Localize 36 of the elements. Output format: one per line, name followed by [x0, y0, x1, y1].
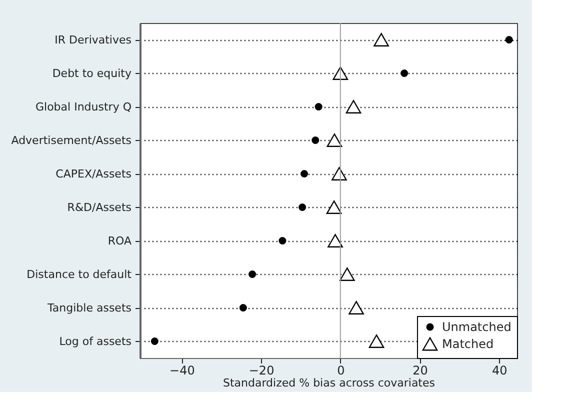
point — [400, 69, 408, 78]
point — [374, 33, 389, 46]
point — [328, 234, 343, 248]
y-tick-label: Advertisement/Assets — [11, 134, 132, 147]
legend-label: Matched — [442, 337, 494, 351]
point — [298, 203, 306, 212]
x-tick-label: 40 — [492, 364, 508, 378]
point — [326, 200, 342, 214]
y-tick-label: R&D/Assets — [67, 200, 132, 214]
y-tick-label: CAPEX/Assets — [56, 167, 132, 180]
x-tick-label: −20 — [248, 364, 274, 378]
x-tick-label: 0 — [337, 364, 345, 378]
x-tick-label: 20 — [412, 364, 428, 378]
y-tick-label: Debt to equity — [52, 66, 132, 80]
y-tick-label: Distance to default — [26, 268, 132, 281]
point — [248, 270, 256, 278]
x-axis-title: Standardized % bias across covariates — [223, 376, 436, 390]
point — [346, 100, 362, 114]
point — [239, 304, 247, 312]
point — [312, 136, 320, 144]
legend-label: Unmatched — [442, 320, 512, 334]
y-tick-label: Log of assets — [59, 334, 132, 348]
point — [300, 170, 308, 178]
point — [150, 337, 158, 346]
point — [314, 102, 322, 111]
y-tick-label: ROA — [108, 234, 132, 248]
point — [348, 301, 364, 314]
y-tick-label: Tangible assets — [46, 301, 132, 314]
point — [339, 268, 355, 281]
point — [278, 236, 286, 245]
point — [505, 36, 513, 44]
y-tick-label: IR Derivatives — [54, 33, 132, 46]
point — [326, 134, 342, 147]
x-tick-label: −40 — [170, 364, 195, 378]
point — [368, 334, 384, 348]
y-tick-label: Global Industry Q — [36, 100, 132, 114]
